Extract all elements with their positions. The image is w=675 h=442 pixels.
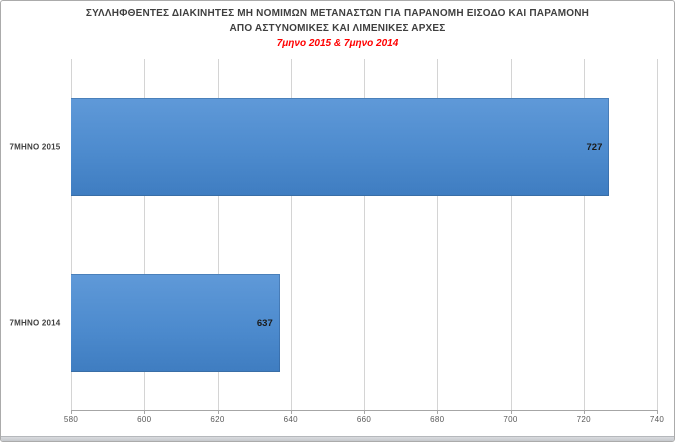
gridline bbox=[657, 59, 658, 410]
x-tick-label: 740 bbox=[649, 415, 665, 424]
x-tick-label: 600 bbox=[137, 415, 152, 424]
chart-title-line1: ΣΥΛΛΗΦΘΕΝΤΕΣ ΔΙΑΚΙΝΗΤΕΣ ΜΗ ΝΟΜΙΜΩΝ ΜΕΤΑΝ… bbox=[85, 8, 590, 19]
bar-value-label: 727 bbox=[586, 141, 603, 153]
x-tick-label: 640 bbox=[283, 415, 298, 424]
axis-tick bbox=[437, 410, 439, 414]
x-tick-label: 620 bbox=[210, 415, 225, 424]
chart-subtitle: 7μηνο 2015 & 7μηνο 2014 bbox=[276, 38, 399, 49]
chart-title-line2: ΑΠΟ ΑΣΤΥΝΟΜΙΚΕΣ ΚΑΙ ΛΙΜΕΝΙΚΕΣ ΑΡΧΕΣ bbox=[229, 23, 446, 34]
bottom-edge-strip bbox=[1, 436, 674, 441]
category-label: 7ΜΗΝΟ 2015 bbox=[9, 142, 61, 152]
gridline bbox=[71, 59, 72, 410]
axis-tick bbox=[657, 410, 658, 414]
gridline bbox=[583, 59, 585, 410]
gridline bbox=[364, 59, 365, 410]
gridline bbox=[217, 59, 219, 410]
gridline bbox=[510, 59, 512, 410]
gridline bbox=[144, 59, 146, 410]
axis-tick bbox=[364, 410, 365, 414]
axis-tick bbox=[290, 410, 292, 414]
axis-tick bbox=[71, 410, 72, 414]
x-tick-label: 580 bbox=[63, 415, 79, 424]
axis-tick bbox=[510, 410, 512, 414]
axis-tick bbox=[583, 410, 585, 414]
x-tick-label: 660 bbox=[356, 415, 372, 424]
x-tick-label: 700 bbox=[503, 415, 518, 424]
gridline bbox=[437, 59, 439, 410]
axis-tick bbox=[144, 410, 146, 414]
category-label: 7ΜΗΝΟ 2014 bbox=[9, 318, 61, 328]
bar-7μηνο-2014: 637 bbox=[71, 274, 280, 372]
x-tick-label: 680 bbox=[430, 415, 445, 424]
axis-tick bbox=[217, 410, 219, 414]
gridline bbox=[290, 59, 292, 410]
x-tick-label: 720 bbox=[576, 415, 591, 424]
chart-title-block: ΣΥΛΛΗΦΘΕΝΤΕΣ ΔΙΑΚΙΝΗΤΕΣ ΜΗ ΝΟΜΙΜΩΝ ΜΕΤΑΝ… bbox=[1, 6, 674, 51]
bar-7μηνο-2015: 727 bbox=[71, 98, 610, 196]
plot-area: 727 637 bbox=[71, 59, 658, 414]
bar-value-label: 637 bbox=[256, 317, 273, 329]
